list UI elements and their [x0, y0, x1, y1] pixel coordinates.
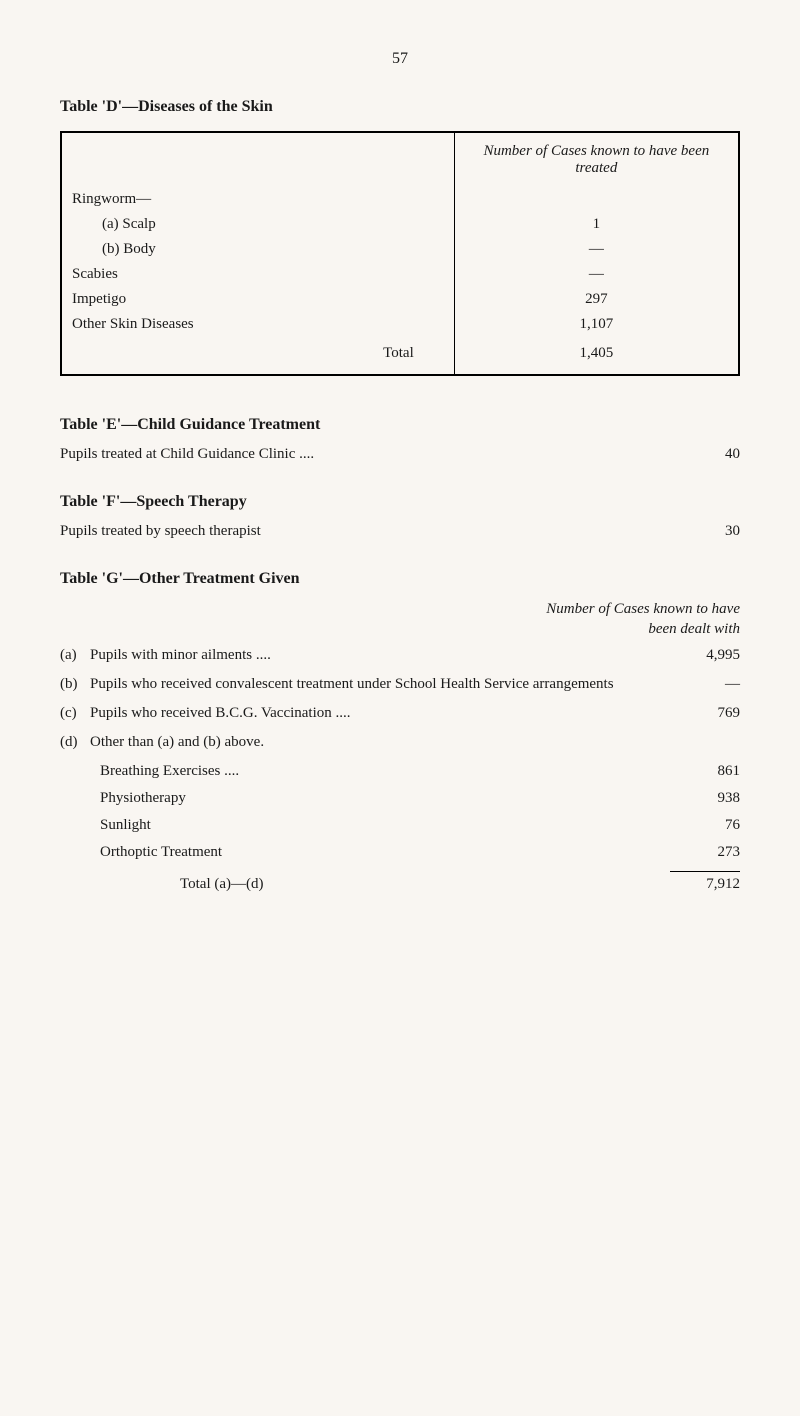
g-b-text: Pupils who received convalescent treatme…	[90, 676, 660, 693]
table-e-title: Table 'E'—Child Guidance Treatment	[60, 416, 740, 434]
body-val: —	[454, 237, 739, 262]
scalp-label: (a) Scalp	[61, 212, 454, 237]
table-f-value: 30	[640, 523, 740, 540]
sunlight-label: Sunlight	[100, 817, 660, 834]
ringworm-val	[454, 187, 739, 212]
other-skin-val: 1,107	[454, 312, 739, 337]
orthoptic-val: 273	[660, 844, 740, 861]
body-label: (b) Body	[61, 237, 454, 262]
scabies-val: —	[454, 262, 739, 287]
impetigo-val: 297	[454, 287, 739, 312]
g-total-label: Total (a)—(d)	[180, 876, 660, 893]
table-g-title: Table 'G'—Other Treatment Given	[60, 570, 740, 588]
ringworm-label: Ringworm—	[61, 187, 454, 212]
table-d-header: Number of Cases known to have been treat…	[454, 132, 739, 187]
g-a-text: Pupils with minor ailments ....	[90, 647, 660, 664]
g-c-text: Pupils who received B.C.G. Vaccination .…	[90, 705, 660, 722]
table-f-text: Pupils treated by speech therapist	[60, 523, 261, 540]
g-d-text: Other than (a) and (b) above.	[90, 734, 660, 751]
g-a-label: (a)	[60, 647, 90, 664]
page-number: 57	[60, 50, 740, 68]
skin-disease-table: Number of Cases known to have been treat…	[60, 131, 740, 376]
physio-val: 938	[660, 790, 740, 807]
table-d-empty-header	[61, 132, 454, 187]
other-skin-label: Other Skin Diseases	[61, 312, 454, 337]
breathing-label: Breathing Exercises ....	[100, 763, 660, 780]
table-e-value: 40	[640, 446, 740, 463]
g-d-label: (d)	[60, 734, 90, 751]
g-c-val: 769	[660, 705, 740, 722]
scabies-label: Scabies	[61, 262, 454, 287]
g-total-val: 7,912	[660, 876, 740, 893]
g-c-label: (c)	[60, 705, 90, 722]
scalp-val: 1	[454, 212, 739, 237]
sunlight-val: 76	[660, 817, 740, 834]
g-b-label: (b)	[60, 676, 90, 693]
total-rule-top	[670, 871, 740, 872]
table-f-title: Table 'F'—Speech Therapy	[60, 493, 740, 511]
breathing-val: 861	[660, 763, 740, 780]
table-g-header: Number of Cases known to have been dealt…	[540, 600, 740, 639]
table-d-total-label: Total	[61, 337, 454, 375]
g-b-val: —	[660, 676, 740, 693]
table-e-text: Pupils treated at Child Guidance Clinic …	[60, 446, 314, 463]
orthoptic-label: Orthoptic Treatment	[100, 844, 660, 861]
impetigo-label: Impetigo	[61, 287, 454, 312]
table-d-title: Table 'D'—Diseases of the Skin	[60, 98, 740, 116]
physio-label: Physiotherapy	[100, 790, 660, 807]
g-a-val: 4,995	[660, 647, 740, 664]
table-d-total-val: 1,405	[454, 337, 739, 375]
